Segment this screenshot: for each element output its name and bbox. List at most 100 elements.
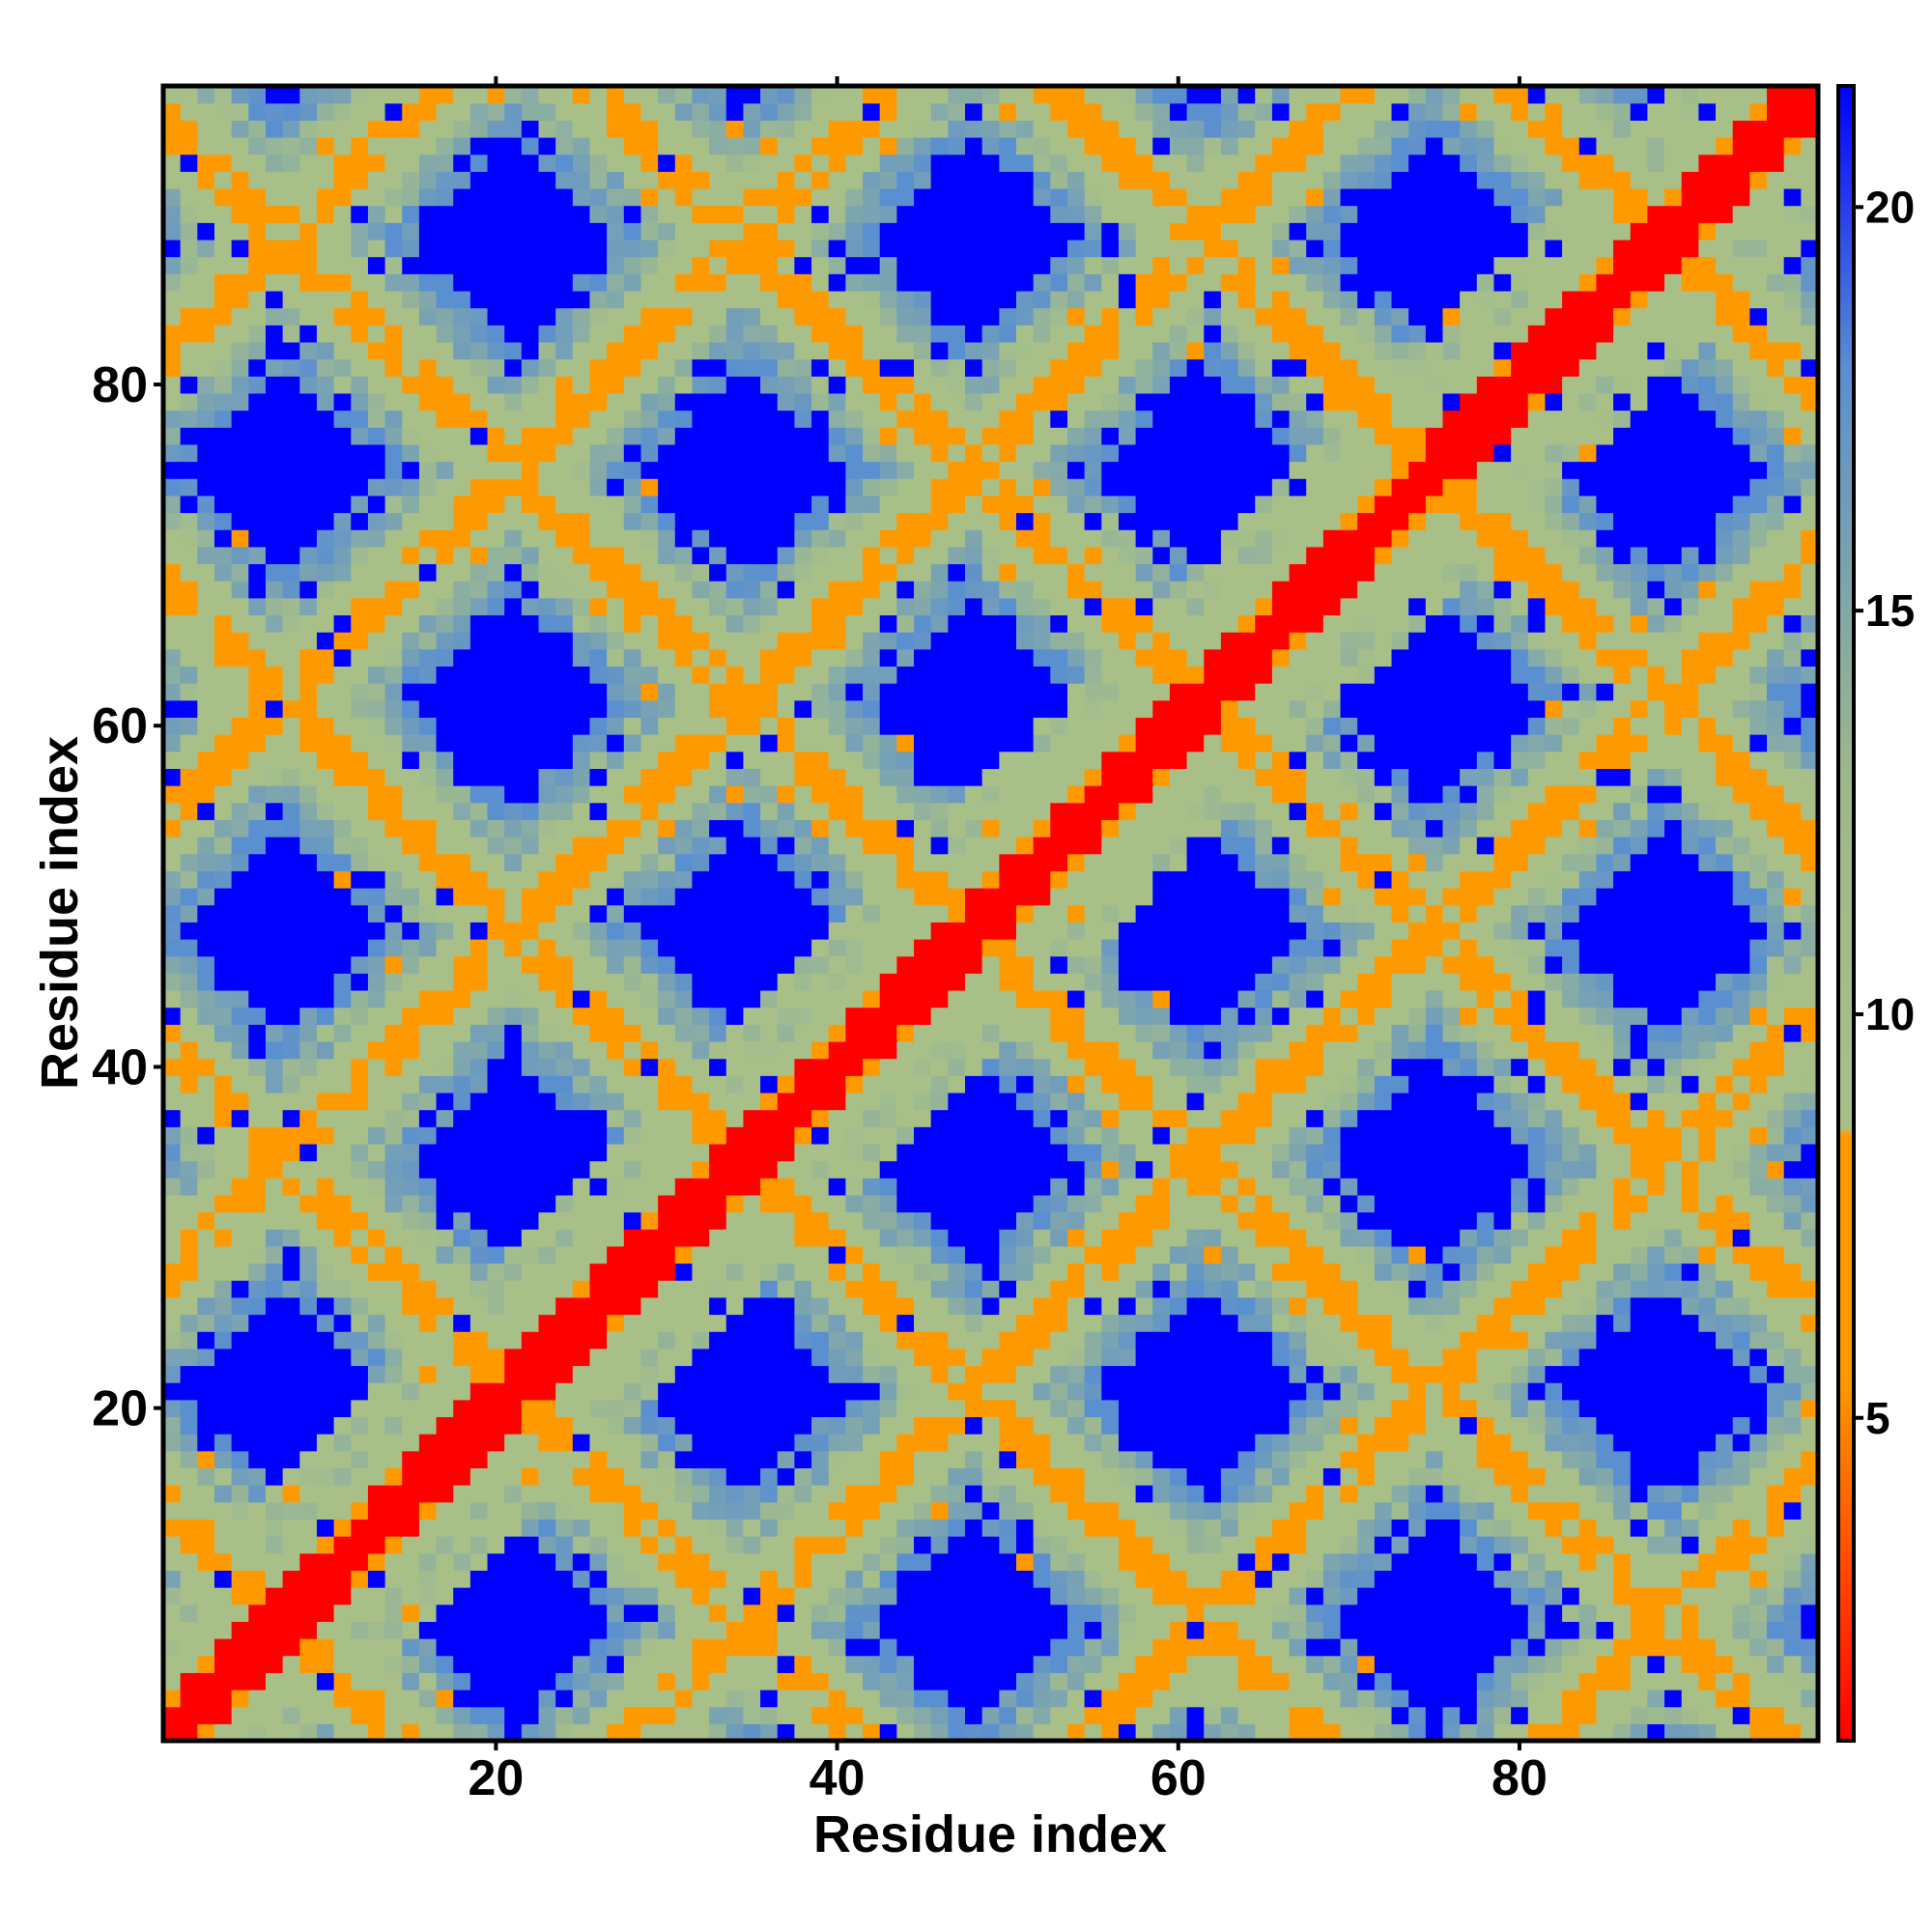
heatmap-cell <box>607 1655 625 1673</box>
heatmap-cell <box>1015 1040 1035 1060</box>
heatmap-cell <box>351 1638 369 1657</box>
heatmap-cell <box>879 512 897 530</box>
heatmap-cell <box>1015 666 1035 684</box>
heatmap-cell <box>555 290 574 309</box>
heatmap-cell <box>163 1229 182 1247</box>
heatmap-cell <box>845 1092 864 1111</box>
heatmap-cell <box>299 1211 318 1230</box>
heatmap-cell <box>180 1109 198 1127</box>
heatmap-cell <box>231 1058 249 1076</box>
heatmap-cell <box>197 1690 215 1708</box>
heatmap-cell <box>623 1655 642 1673</box>
heatmap-cell <box>589 1296 608 1316</box>
heatmap-cell <box>948 973 966 991</box>
heatmap-cell <box>555 1399 574 1418</box>
heatmap-cell <box>811 683 830 701</box>
heatmap-cell <box>487 273 505 292</box>
heatmap-cell <box>863 290 881 309</box>
heatmap-cell <box>299 1143 318 1162</box>
heatmap-cell <box>469 1450 489 1469</box>
heatmap-cell <box>760 1655 779 1673</box>
heatmap-cell <box>384 973 403 991</box>
heatmap-cell <box>863 1007 881 1025</box>
heatmap-cell <box>811 922 830 940</box>
heatmap-cell <box>333 563 352 582</box>
heatmap-cell <box>607 392 625 412</box>
heatmap-cell <box>282 495 300 514</box>
heatmap-cell <box>709 307 727 326</box>
heatmap-cell <box>384 1690 403 1708</box>
heatmap-cell <box>725 888 745 906</box>
heatmap-cell <box>674 1331 694 1350</box>
heatmap-cell <box>623 1280 642 1298</box>
heatmap-cell <box>333 581 352 599</box>
heatmap-cell <box>231 1263 249 1281</box>
heatmap-cell <box>777 512 796 530</box>
heatmap-cell <box>589 427 608 445</box>
heatmap-cell <box>351 120 369 138</box>
heatmap-cell <box>623 325 642 343</box>
heatmap-cell <box>658 478 676 497</box>
heatmap-cell <box>282 1434 300 1452</box>
heatmap-cell <box>981 136 1000 156</box>
heatmap-cell <box>299 392 318 412</box>
heatmap-cell <box>197 1587 215 1605</box>
heatmap-cell <box>436 392 454 412</box>
heatmap-cell <box>896 870 915 889</box>
heatmap-cell <box>709 1519 727 1537</box>
heatmap-cell <box>436 563 454 582</box>
heatmap-cell <box>453 1143 471 1162</box>
heatmap-cell <box>845 888 864 906</box>
heatmap-cell <box>948 171 966 189</box>
heatmap-cell <box>981 768 1000 786</box>
heatmap-cell <box>1015 86 1035 104</box>
heatmap-cell <box>316 1143 335 1162</box>
heatmap-cell <box>999 120 1017 138</box>
heatmap-cell <box>658 1194 676 1213</box>
heatmap-cell <box>402 1416 420 1435</box>
heatmap-cell <box>777 1348 796 1367</box>
heatmap-cell <box>692 683 710 701</box>
heatmap-cell <box>163 1672 182 1690</box>
heatmap-cell <box>351 904 369 923</box>
heatmap-cell <box>469 785 489 804</box>
heatmap-cell <box>1015 1024 1035 1042</box>
heatmap-cell <box>692 768 710 786</box>
heatmap-cell <box>163 427 182 445</box>
heatmap-cell <box>436 717 454 735</box>
heatmap-cell <box>692 1040 710 1060</box>
heatmap-cell <box>811 1143 830 1162</box>
heatmap-cell <box>316 1621 335 1639</box>
heatmap-cell <box>555 870 574 889</box>
heatmap-cell <box>981 154 1000 172</box>
heatmap-cell <box>607 1621 625 1639</box>
heatmap-cell <box>674 325 694 343</box>
heatmap-cell <box>487 529 505 548</box>
heatmap-cell <box>487 563 505 582</box>
heatmap-cell <box>213 768 233 786</box>
heatmap-cell <box>828 1706 846 1724</box>
heatmap-cell <box>914 870 932 889</box>
heatmap-cell <box>879 1024 897 1042</box>
heatmap-cell <box>418 785 438 804</box>
heatmap-cell <box>743 102 761 121</box>
heatmap-cell <box>948 1467 966 1486</box>
heatmap-cell <box>725 1536 745 1554</box>
heatmap-cell <box>896 1399 915 1418</box>
heatmap-cell <box>674 1382 694 1401</box>
heatmap-cell <box>794 222 812 241</box>
heatmap-cell <box>640 989 659 1009</box>
heatmap-cell <box>316 1331 335 1350</box>
heatmap-cell <box>402 1434 420 1452</box>
heatmap-cell <box>965 904 983 923</box>
heatmap-cell <box>709 443 727 463</box>
heatmap-cell <box>674 751 694 769</box>
heatmap-cell <box>316 410 335 428</box>
heatmap-cell <box>402 888 420 906</box>
heatmap-cell <box>248 853 267 871</box>
heatmap-cell <box>811 205 830 223</box>
heatmap-cell <box>367 597 386 616</box>
heatmap-cell <box>213 1126 233 1145</box>
heatmap-cell <box>640 1314 659 1332</box>
heatmap-cell <box>948 1245 966 1264</box>
